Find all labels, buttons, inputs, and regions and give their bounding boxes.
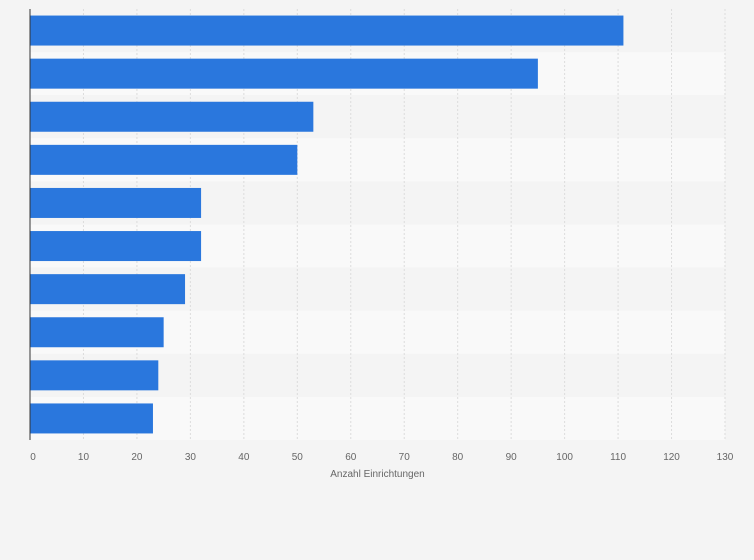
bar (30, 403, 153, 434)
bar (30, 317, 164, 348)
x-tick-label: 50 (292, 452, 304, 463)
bar (30, 15, 624, 46)
x-tick-label: 70 (399, 452, 411, 463)
x-tick-label: 30 (185, 452, 197, 463)
x-axis-ticks: 0 10 20 30 40 50 60 70 80 90 100 110 120 130 (30, 452, 734, 463)
x-axis-label: Anzahl Einrichtungen (330, 469, 425, 480)
x-tick-label: 0 (30, 452, 36, 463)
x-tick-label: 90 (506, 452, 518, 463)
bar (30, 58, 538, 89)
bar (30, 187, 202, 218)
x-tick-label: 20 (131, 452, 143, 463)
x-tick-label: 120 (663, 452, 680, 463)
bar (30, 101, 314, 132)
bar (30, 274, 186, 305)
x-tick-label: 100 (556, 452, 573, 463)
x-tick-label: 10 (78, 452, 90, 463)
bar (30, 360, 159, 391)
x-tick-label: 130 (717, 452, 734, 463)
bars (30, 15, 624, 434)
x-tick-label: 80 (452, 452, 464, 463)
x-tick-label: 60 (345, 452, 357, 463)
bar (30, 144, 298, 175)
x-tick-label: 110 (610, 452, 626, 463)
x-tick-label: 40 (238, 452, 250, 463)
bar (30, 231, 202, 262)
